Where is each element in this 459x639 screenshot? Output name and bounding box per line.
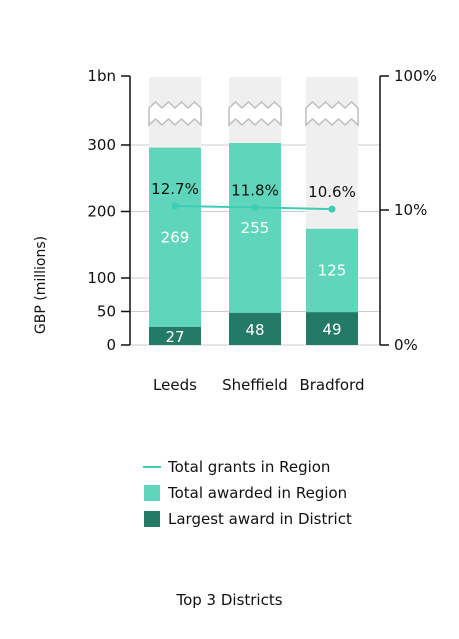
bar-total-awarded xyxy=(306,228,358,313)
legend-light-swatch xyxy=(144,485,160,501)
right-tick-label: 10% xyxy=(394,201,427,219)
left-tick-label: 300 xyxy=(87,136,116,154)
legend-label-total-grants: Total grants in Region xyxy=(168,458,331,476)
category-label: Bradford xyxy=(299,376,364,394)
line-point xyxy=(251,203,259,211)
left-tick-label: 100 xyxy=(87,269,116,287)
bar-label-largest-award: 48 xyxy=(245,321,264,339)
bar-label-total-awarded: 269 xyxy=(161,228,190,246)
line-point-label: 10.6% xyxy=(308,183,356,201)
bar-total-awarded xyxy=(149,147,201,327)
axis-break-mark xyxy=(305,100,359,127)
category-label: Sheffield xyxy=(222,376,288,394)
line-point xyxy=(171,202,179,210)
right-tick-label: 100% xyxy=(394,67,437,85)
left-tick-label: 200 xyxy=(87,203,116,221)
chart-title: Top 3 Districts xyxy=(176,591,283,609)
line-point xyxy=(328,205,336,213)
left-axis-label: GBP (millions) xyxy=(33,236,49,334)
bar-label-largest-award: 49 xyxy=(322,321,341,339)
right-tick-label: 0% xyxy=(394,336,418,354)
legend-item-largest-award: Largest award in District xyxy=(143,506,352,532)
legend: Total grants in Region Total awarded in … xyxy=(143,454,352,532)
legend-label-total-awarded: Total awarded in Region xyxy=(168,484,348,502)
bar-largest-award xyxy=(306,312,358,345)
axis-break-mark xyxy=(148,100,202,127)
legend-item-total-awarded: Total awarded in Region xyxy=(143,480,352,506)
legend-dark-swatch xyxy=(144,511,160,527)
bar-total-awarded xyxy=(229,143,281,313)
legend-item-total-grants: Total grants in Region xyxy=(143,454,352,480)
left-tick-label: 0 xyxy=(106,336,116,354)
legend-label-largest-award: Largest award in District xyxy=(168,510,352,528)
legend-line-swatch xyxy=(143,466,161,468)
bar-label-largest-award: 27 xyxy=(165,328,184,346)
bar-label-total-awarded: 255 xyxy=(241,219,270,237)
category-label: Leeds xyxy=(153,376,197,394)
bar-largest-award xyxy=(229,312,281,345)
line-point-label: 11.8% xyxy=(231,181,279,199)
line-point-label: 12.7% xyxy=(151,180,199,198)
left-tick-label: 50 xyxy=(97,303,116,321)
left-tick-label: 1bn xyxy=(87,67,116,85)
bar-label-total-awarded: 125 xyxy=(318,261,347,279)
axis-break-mark xyxy=(228,100,282,127)
bar-largest-award xyxy=(149,326,201,345)
